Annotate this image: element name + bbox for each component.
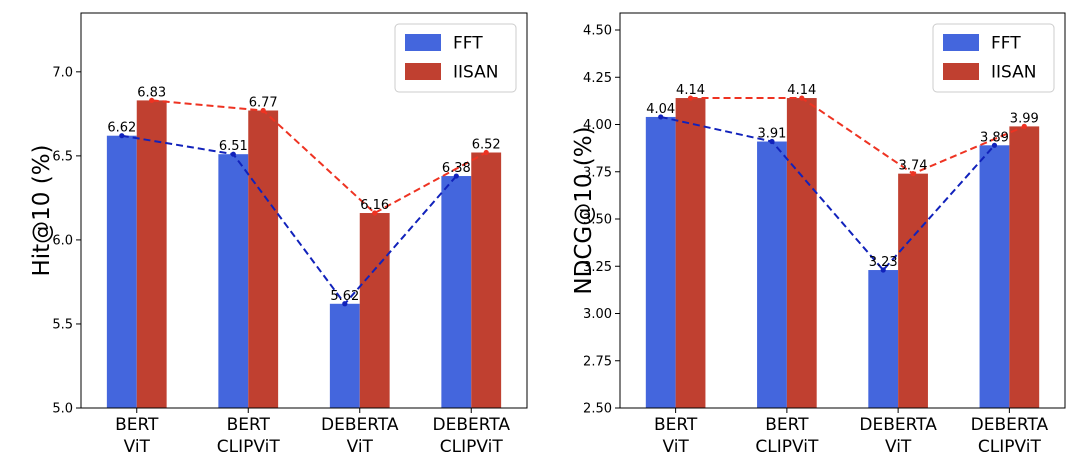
iisan-marker-2 (910, 171, 916, 177)
y-tick-label: 6.0 (52, 233, 73, 248)
iisan-marker-1 (260, 107, 266, 114)
x-tick-label-line1: DEBERTA (321, 415, 399, 435)
plot-frame (619, 12, 1066, 409)
fft-legend-swatch (943, 34, 979, 51)
iisan-marker-3 (483, 149, 489, 156)
fft-bar-2 (329, 303, 360, 408)
y-tick-label: 3.00 (583, 307, 612, 322)
fft-marker-3 (453, 173, 459, 179)
x-tick-label-line1: BERT (654, 415, 698, 435)
fft-marker-0 (658, 114, 664, 120)
iisan-bar-3 (471, 152, 502, 408)
x-tick-label-line1: BERT (115, 415, 159, 435)
iisan-bar-0 (675, 98, 706, 408)
fft-marker-2 (342, 301, 348, 307)
y-tick-label: 3.75 (583, 165, 612, 180)
x-tick-label-line2: ViT (347, 437, 374, 457)
fft-bar-3 (979, 145, 1010, 409)
iisan-marker-2 (372, 210, 378, 216)
fft-bar-1 (218, 154, 249, 408)
y-axis-label: NDCG@10 (%) (571, 126, 597, 294)
y-tick-label: 5.5 (52, 317, 73, 332)
fft-value-label-0: 6.62 (107, 121, 136, 136)
iisan-value-label-1: 6.77 (249, 95, 278, 110)
fft-bar-2 (868, 270, 899, 408)
fft-trend-line (660, 115, 996, 272)
x-tick-label-line2: CLIPViT (978, 437, 1042, 457)
x-tick-label-line2: ViT (662, 437, 689, 457)
iisan-value-label-0: 6.83 (137, 85, 166, 100)
iisan-legend-swatch (405, 63, 441, 80)
iisan-bar-2 (898, 173, 928, 408)
x-tick-label-line2: ViT (885, 437, 912, 457)
x-tick-label-line1: DEBERTA (859, 415, 937, 435)
iisan-value-label-3: 6.52 (472, 138, 501, 153)
x-tick-label-line1: BERT (765, 415, 809, 435)
iisan-bar-2 (359, 213, 390, 408)
iisan-bar-0 (136, 100, 167, 408)
fft-value-label-0: 4.04 (646, 102, 675, 117)
y-tick-label: 3.25 (583, 260, 612, 275)
fft-marker-1 (230, 151, 236, 157)
x-tick-label-line2: CLIPViT (755, 437, 819, 457)
iisan-value-label-0: 4.14 (676, 83, 705, 98)
iisan-trend-line (151, 99, 487, 215)
fft-trend-line (121, 134, 458, 306)
iisan-value-label-2: 3.74 (899, 159, 928, 174)
iisan-legend-label: IISAN (453, 63, 498, 83)
hit-at-10-chart: 6.62 6.51 5.62 6.38 6.83 6.77 6.16 6.52 5.0 5.5 6.… (29, 12, 528, 457)
fft-value-label-1: 6.51 (219, 139, 248, 154)
y-tick-label: 5.0 (52, 402, 73, 417)
iisan-bar-1 (786, 98, 817, 408)
iisan-marker-0 (687, 95, 694, 101)
x-tick-label-line1: BERT (227, 415, 271, 435)
iisan-marker-3 (1021, 123, 1027, 129)
iisan-bar-3 (1009, 126, 1040, 409)
fft-bar-0 (645, 116, 676, 409)
fft-marker-2 (880, 267, 886, 273)
iisan-trend-line (690, 97, 1025, 175)
plot-frame (80, 12, 528, 409)
y-tick-label: 2.50 (583, 402, 612, 417)
x-tick-label-line2: ViT (124, 437, 151, 457)
iisan-marker-0 (149, 97, 155, 104)
fft-marker-1 (769, 138, 775, 145)
legend: FFT IISAN (932, 23, 1055, 93)
iisan-value-label-3: 3.99 (1010, 111, 1039, 126)
fft-legend-label: FFT (453, 34, 483, 54)
x-tick-label-line2: CLIPViT (217, 437, 281, 457)
fft-legend-label: FFT (991, 34, 1021, 54)
fft-marker-3 (991, 142, 998, 148)
legend: FFT IISAN (394, 23, 517, 93)
fft-value-label-2: 5.62 (330, 289, 359, 304)
iisan-legend-label: IISAN (991, 63, 1036, 83)
y-tick-label: 4.50 (583, 24, 612, 39)
x-tick-label-line1: DEBERTA (971, 415, 1049, 435)
fft-bar-1 (757, 141, 787, 409)
fft-value-label-3: 6.38 (442, 161, 471, 176)
fft-value-label-2: 3.23 (869, 255, 898, 270)
iisan-value-label-1: 4.14 (787, 83, 816, 98)
x-tick-label-line1: DEBERTA (432, 415, 510, 435)
fft-value-label-1: 3.91 (757, 127, 786, 142)
y-tick-label: 4.00 (583, 118, 612, 133)
fft-value-label-3: 3.89 (980, 130, 1009, 145)
iisan-legend-swatch (943, 63, 979, 80)
y-tick-label: 7.0 (52, 65, 73, 80)
ndcg-at-10-chart: 4.04 3.91 3.23 3.89 4.14 4.14 3.74 3.99 2.50 2.75… (571, 12, 1066, 457)
fft-bar-0 (106, 135, 137, 408)
y-tick-label: 4.25 (583, 71, 612, 86)
fft-legend-swatch (405, 34, 441, 51)
x-tick-label-line2: CLIPViT (440, 437, 504, 457)
y-tick-label: 6.5 (52, 149, 73, 164)
iisan-bar-1 (248, 110, 279, 408)
fft-marker-0 (119, 133, 125, 139)
y-tick-label: 3.50 (583, 213, 612, 228)
iisan-value-label-2: 6.16 (360, 198, 389, 213)
y-tick-label: 2.75 (583, 354, 612, 369)
y-axis-label: Hit@10 (%) (29, 144, 55, 276)
fft-bar-3 (441, 176, 472, 408)
iisan-marker-1 (799, 95, 805, 101)
